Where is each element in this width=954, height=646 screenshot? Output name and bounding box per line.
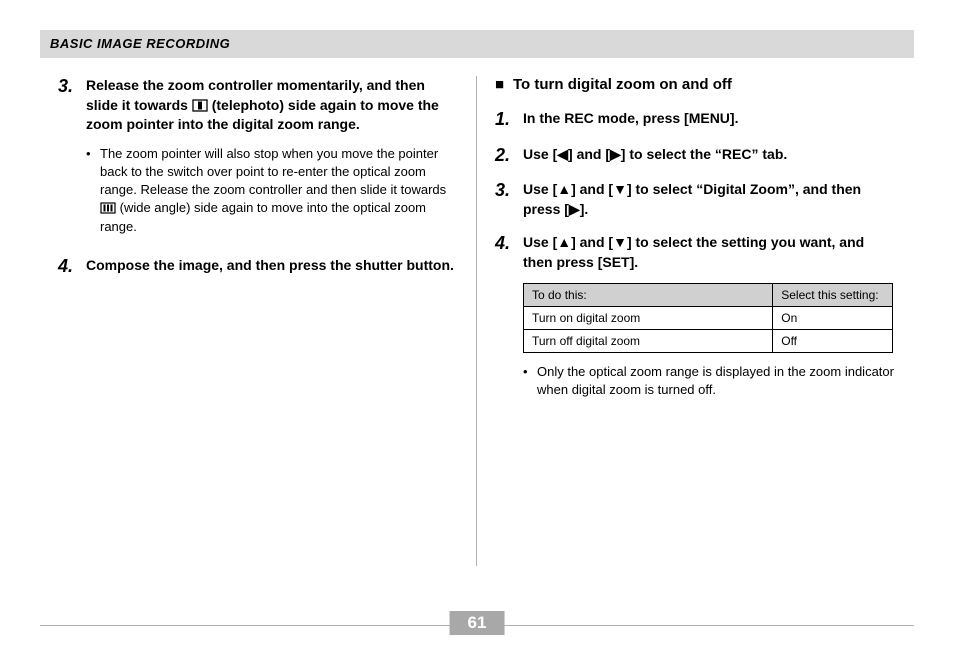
step-number: 2. bbox=[495, 145, 523, 167]
right-column: ■ To turn digital zoom on and off 1. In … bbox=[477, 76, 914, 566]
step-body: Compose the image, and then press the sh… bbox=[86, 256, 458, 278]
r-step-1: 1. In the REC mode, press [MENU]. bbox=[495, 109, 896, 131]
bullet-dot: • bbox=[86, 145, 100, 236]
table-cell: Turn on digital zoom bbox=[524, 306, 773, 329]
step-3: 3. Release the zoom controller momentari… bbox=[58, 76, 458, 135]
page-footer: 61 bbox=[40, 625, 914, 626]
bullet-item: • The zoom pointer will also stop when y… bbox=[86, 145, 458, 236]
bullet-dot: • bbox=[523, 363, 537, 399]
table-row: Turn off digital zoom Off bbox=[524, 329, 893, 352]
table-row: Turn on digital zoom On bbox=[524, 306, 893, 329]
table-header: To do this: bbox=[524, 283, 773, 306]
s4-pre: Use [ bbox=[523, 234, 557, 250]
right-arrow-icon: ▶ bbox=[569, 201, 580, 217]
up-arrow-icon: ▲ bbox=[557, 234, 571, 250]
step-number: 3. bbox=[58, 76, 86, 135]
step-number: 1. bbox=[495, 109, 523, 131]
s3-mid: ] and [ bbox=[571, 181, 613, 197]
step-4: 4. Compose the image, and then press the… bbox=[58, 256, 458, 278]
content-columns: 3. Release the zoom controller momentari… bbox=[40, 76, 914, 566]
bullet-text: Only the optical zoom range is displayed… bbox=[537, 363, 896, 399]
step-body: In the REC mode, press [MENU]. bbox=[523, 109, 896, 131]
wide-angle-icon bbox=[100, 202, 116, 214]
settings-table: To do this: Select this setting: Turn on… bbox=[523, 283, 893, 353]
step-body: Use [◀] and [▶] to select the “REC” tab. bbox=[523, 145, 896, 167]
square-marker: ■ bbox=[495, 76, 513, 93]
table-header: Select this setting: bbox=[773, 283, 893, 306]
s2-post: ] to select the “REC” tab. bbox=[621, 146, 787, 162]
s4-mid: ] and [ bbox=[571, 234, 613, 250]
section-header: BASIC IMAGE RECORDING bbox=[40, 30, 914, 58]
r-step-3: 3. Use [▲] and [▼] to select “Digital Zo… bbox=[495, 180, 896, 219]
step-text: Use [◀] and [▶] to select the “REC” tab. bbox=[523, 146, 787, 162]
table-cell: Off bbox=[773, 329, 893, 352]
table-cell: Turn off digital zoom bbox=[524, 329, 773, 352]
down-arrow-icon: ▼ bbox=[613, 234, 627, 250]
step-text: In the REC mode, press [MENU]. bbox=[523, 110, 738, 126]
bullet1-pre: The zoom pointer will also stop when you… bbox=[100, 146, 446, 197]
bullet-text: The zoom pointer will also stop when you… bbox=[100, 145, 458, 236]
table-header-row: To do this: Select this setting: bbox=[524, 283, 893, 306]
step-number: 4. bbox=[495, 233, 523, 272]
step-number: 4. bbox=[58, 256, 86, 278]
up-arrow-icon: ▲ bbox=[557, 181, 571, 197]
right-arrow-icon: ▶ bbox=[610, 146, 621, 162]
step-number: 3. bbox=[495, 180, 523, 219]
page-number: 61 bbox=[450, 611, 505, 635]
step-text: Use [▲] and [▼] to select the setting yo… bbox=[523, 234, 864, 270]
s3-post: ]. bbox=[580, 201, 589, 217]
step-body: Use [▲] and [▼] to select “Digital Zoom”… bbox=[523, 180, 896, 219]
step-text: Compose the image, and then press the sh… bbox=[86, 257, 454, 273]
table-cell: On bbox=[773, 306, 893, 329]
bullet-item: • Only the optical zoom range is display… bbox=[523, 363, 896, 399]
r-step-2: 2. Use [◀] and [▶] to select the “REC” t… bbox=[495, 145, 896, 167]
bullet1-post: (wide angle) side again to move into the… bbox=[100, 200, 426, 233]
left-column: 3. Release the zoom controller momentari… bbox=[40, 76, 477, 566]
left-arrow-icon: ◀ bbox=[557, 146, 568, 162]
step-body: Release the zoom controller momentarily,… bbox=[86, 76, 458, 135]
bullet-list: • Only the optical zoom range is display… bbox=[523, 363, 896, 399]
subheading-text: To turn digital zoom on and off bbox=[513, 76, 732, 93]
r-step-4: 4. Use [▲] and [▼] to select the setting… bbox=[495, 233, 896, 272]
bullet-list: • The zoom pointer will also stop when y… bbox=[86, 145, 458, 236]
s3-pre: Use [ bbox=[523, 181, 557, 197]
subheading: ■ To turn digital zoom on and off bbox=[495, 76, 896, 93]
down-arrow-icon: ▼ bbox=[613, 181, 627, 197]
step-text: Use [▲] and [▼] to select “Digital Zoom”… bbox=[523, 181, 861, 217]
telephoto-icon bbox=[192, 99, 208, 112]
s2-pre: Use [ bbox=[523, 146, 557, 162]
step-body: Use [▲] and [▼] to select the setting yo… bbox=[523, 233, 896, 272]
step-text: Release the zoom controller momentarily,… bbox=[86, 77, 439, 132]
section-title: BASIC IMAGE RECORDING bbox=[50, 36, 230, 51]
s2-mid: ] and [ bbox=[568, 146, 610, 162]
